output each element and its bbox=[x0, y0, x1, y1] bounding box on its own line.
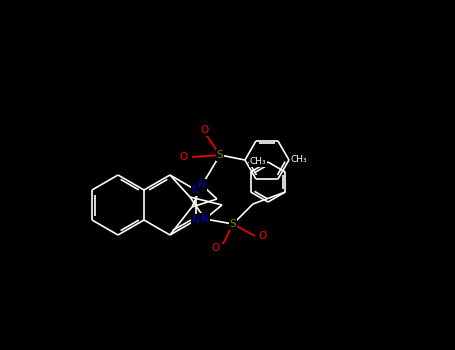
Text: O: O bbox=[212, 243, 220, 253]
Text: O: O bbox=[180, 152, 188, 162]
Text: N: N bbox=[201, 214, 209, 224]
Text: S: S bbox=[230, 219, 236, 229]
Text: O: O bbox=[201, 125, 209, 135]
Text: CH₃: CH₃ bbox=[250, 158, 266, 167]
Text: S: S bbox=[217, 150, 223, 160]
Text: O: O bbox=[259, 231, 267, 241]
Text: CH₃: CH₃ bbox=[291, 155, 307, 164]
Text: N: N bbox=[192, 215, 200, 225]
Text: N: N bbox=[198, 180, 206, 190]
Text: N: N bbox=[192, 185, 200, 195]
